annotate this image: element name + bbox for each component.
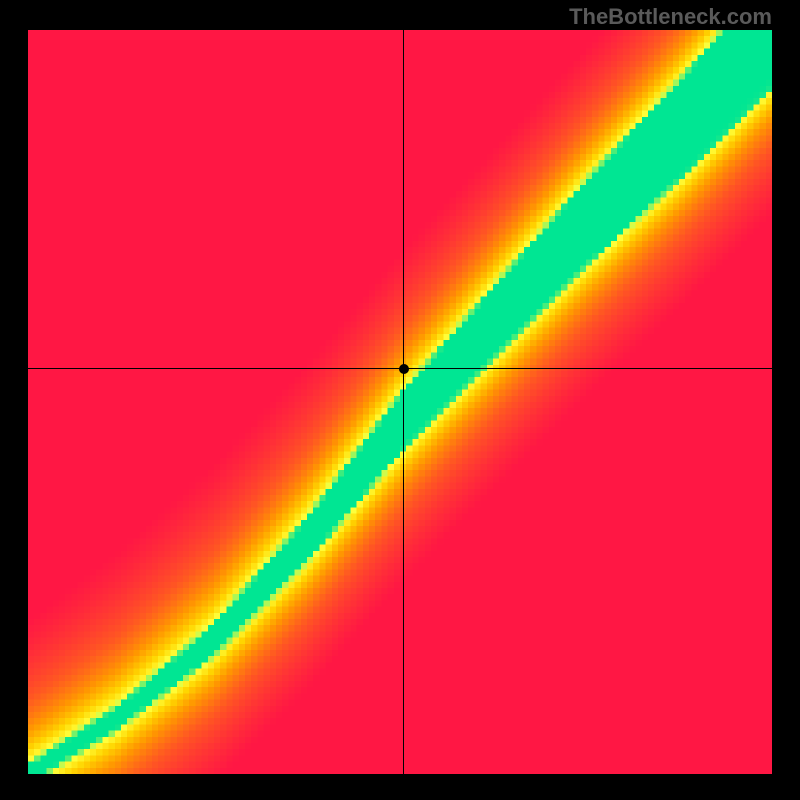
watermark-text: TheBottleneck.com [569,4,772,30]
bottleneck-heatmap [28,30,772,774]
crosshair-vertical [403,30,404,774]
selection-marker [399,364,409,374]
